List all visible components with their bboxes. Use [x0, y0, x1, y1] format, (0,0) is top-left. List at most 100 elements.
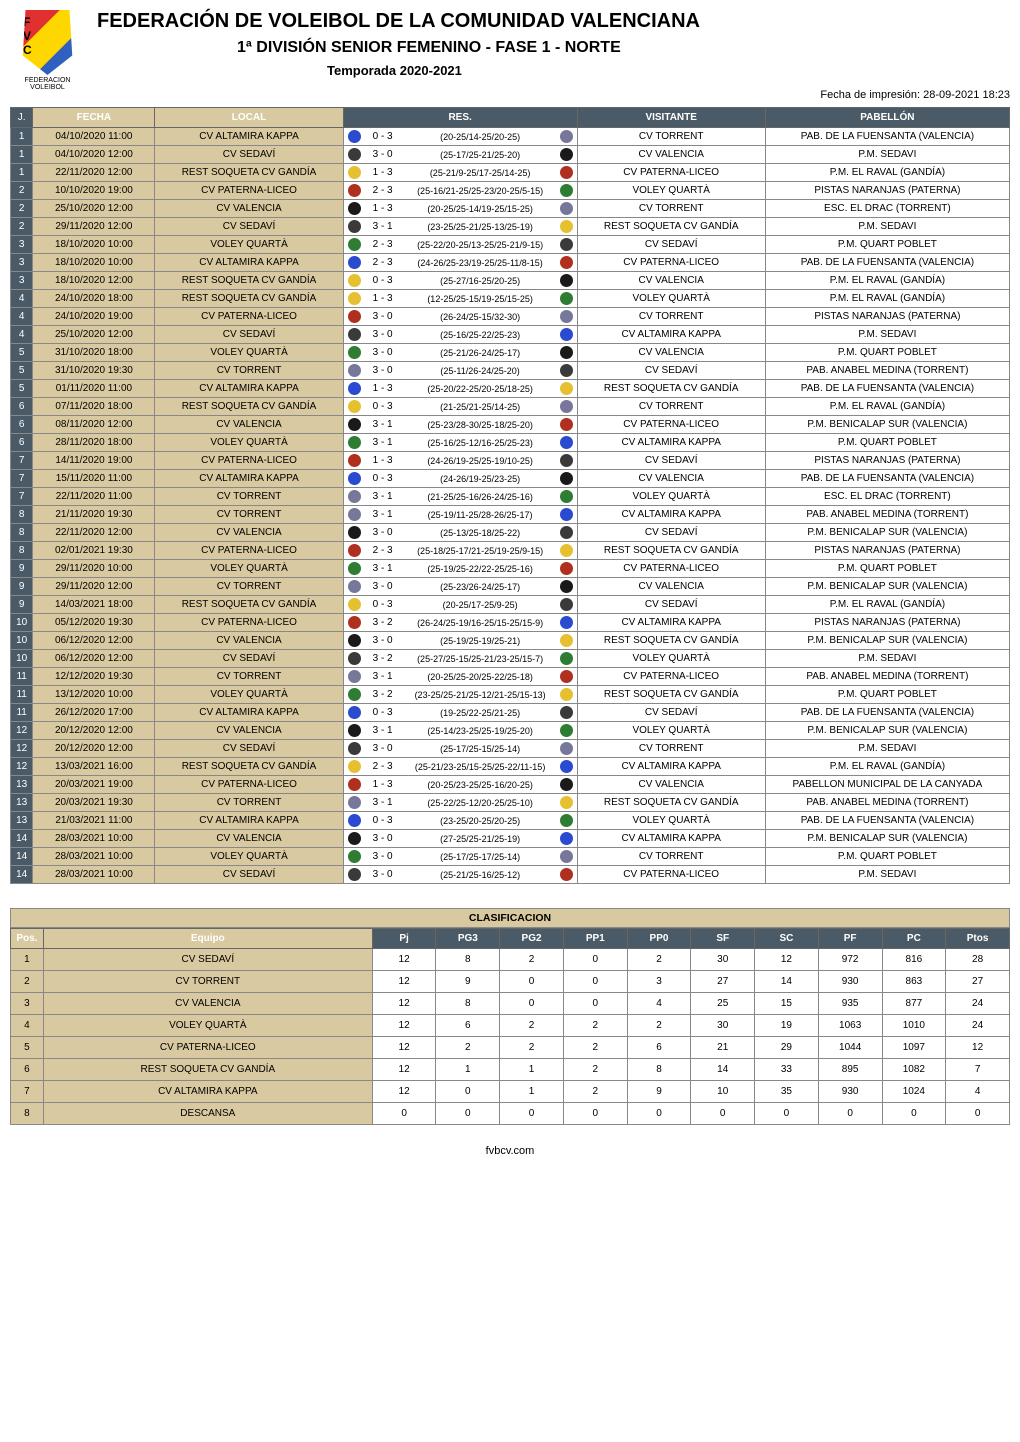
match-visit: CV TORRENT [577, 848, 765, 866]
match-j: 4 [11, 308, 33, 326]
clasif-pj: 12 [372, 1059, 436, 1081]
clasif-sf: 14 [691, 1059, 755, 1081]
match-res: 3 - 0(25-17/25-17/25-14) [343, 848, 577, 866]
match-pab: P.M. SEDAVI [765, 218, 1009, 236]
match-sets: (25-21/23-25/15-25/25-22/11-15) [405, 762, 556, 772]
local-team-icon [348, 472, 361, 485]
clasif-row: 4VOLEY QUARTÀ12622230191063101024 [11, 1015, 1010, 1037]
match-row: 318/10/2020 12:00REST SOQUETA CV GANDÍA0… [11, 272, 1010, 290]
local-team-icon [348, 130, 361, 143]
match-fecha: 20/03/2021 19:30 [33, 794, 155, 812]
col-visit-header: VISITANTE [577, 108, 765, 128]
match-j: 13 [11, 794, 33, 812]
match-local: CV ALTAMIRA KAPPA [155, 704, 343, 722]
clasif-pc: 816 [882, 949, 946, 971]
match-row: 318/10/2020 10:00VOLEY QUARTÀ2 - 3(25-22… [11, 236, 1010, 254]
match-sets: (25-22/25-12/20-25/25-10) [405, 798, 556, 808]
match-visit: CV PATERNA-LICEO [577, 560, 765, 578]
clasif-pc: 1024 [882, 1081, 946, 1103]
match-row: 802/01/2021 19:30CV PATERNA-LICEO2 - 3(2… [11, 542, 1010, 560]
visitor-team-icon [560, 724, 573, 737]
match-score: 0 - 3 [365, 401, 401, 412]
clasif-pf: 930 [818, 1081, 882, 1103]
match-j: 1 [11, 146, 33, 164]
match-fecha: 24/10/2020 19:00 [33, 308, 155, 326]
match-j: 6 [11, 416, 33, 434]
match-row: 531/10/2020 18:00VOLEY QUARTÀ3 - 0(25-21… [11, 344, 1010, 362]
col-pp0-header: PP0 [627, 929, 691, 949]
match-fecha: 15/11/2020 11:00 [33, 470, 155, 488]
match-fecha: 14/11/2020 19:00 [33, 452, 155, 470]
match-pab: P.M. QUART POBLET [765, 560, 1009, 578]
match-j: 4 [11, 290, 33, 308]
match-pab: PAB. ANABEL MEDINA (TORRENT) [765, 362, 1009, 380]
clasif-pj: 12 [372, 1081, 436, 1103]
match-res: 3 - 1(25-19/25-22/22-25/25-16) [343, 560, 577, 578]
match-pab: P.M. SEDAVI [765, 650, 1009, 668]
match-j: 14 [11, 866, 33, 884]
local-team-icon [348, 418, 361, 431]
match-row: 1320/03/2021 19:00CV PATERNA-LICEO1 - 3(… [11, 776, 1010, 794]
match-local: CV TORRENT [155, 362, 343, 380]
match-j: 3 [11, 254, 33, 272]
match-fecha: 20/03/2021 19:00 [33, 776, 155, 794]
clasif-pc: 0 [882, 1103, 946, 1125]
match-local: CV SEDAVÍ [155, 740, 343, 758]
match-sets: (20-25/17-25/9-25) [405, 600, 556, 610]
local-team-icon [348, 526, 361, 539]
match-row: 822/11/2020 12:00CV VALENCIA3 - 0(25-13/… [11, 524, 1010, 542]
federation-logo: FVC FEDERACION VOLEIBOL [10, 10, 85, 95]
clasif-pc: 863 [882, 971, 946, 993]
match-j: 5 [11, 362, 33, 380]
match-visit: CV PATERNA-LICEO [577, 254, 765, 272]
match-score: 3 - 0 [365, 329, 401, 340]
match-sets: (25-19/11-25/28-26/25-17) [405, 510, 556, 520]
match-score: 0 - 3 [365, 473, 401, 484]
col-pc-header: PC [882, 929, 946, 949]
match-local: CV TORRENT [155, 506, 343, 524]
match-local: REST SOQUETA CV GANDÍA [155, 758, 343, 776]
match-j: 9 [11, 596, 33, 614]
visitor-team-icon [560, 238, 573, 251]
match-local: REST SOQUETA CV GANDÍA [155, 596, 343, 614]
col-pf-header: PF [818, 929, 882, 949]
match-fecha: 06/12/2020 12:00 [33, 632, 155, 650]
match-score: 3 - 0 [365, 365, 401, 376]
match-sets: (25-21/9-25/17-25/14-25) [405, 168, 556, 178]
match-res: 3 - 1(20-25/25-20/25-22/25-18) [343, 668, 577, 686]
match-fecha: 22/11/2020 12:00 [33, 164, 155, 182]
match-sets: (25-16/25-22/25-23) [405, 330, 556, 340]
visitor-team-icon [560, 526, 573, 539]
match-res: 3 - 0(25-11/26-24/25-20) [343, 362, 577, 380]
clasif-equipo: VOLEY QUARTÀ [43, 1015, 372, 1037]
match-res: 3 - 0(25-21/25-16/25-12) [343, 866, 577, 884]
match-pab: P.M. EL RAVAL (GANDÍA) [765, 596, 1009, 614]
match-pab: ESC. EL DRAC (TORRENT) [765, 200, 1009, 218]
match-j: 13 [11, 776, 33, 794]
match-j: 2 [11, 182, 33, 200]
clasif-ptos: 4 [946, 1081, 1010, 1103]
match-visit: REST SOQUETA CV GANDÍA [577, 686, 765, 704]
clasif-pos: 1 [11, 949, 44, 971]
clasif-pp0: 2 [627, 1015, 691, 1037]
match-score: 3 - 0 [365, 743, 401, 754]
clasif-pos: 5 [11, 1037, 44, 1059]
match-sets: (26-24/25-15/32-30) [405, 312, 556, 322]
match-visit: CV TORRENT [577, 398, 765, 416]
match-sets: (19-25/22-25/21-25) [405, 708, 556, 718]
match-pab: PAB. DE LA FUENSANTA (VALENCIA) [765, 812, 1009, 830]
document-header: FVC FEDERACION VOLEIBOL FEDERACIÓN DE VO… [10, 10, 1010, 95]
match-res: 1 - 3(24-26/19-25/25-19/10-25) [343, 452, 577, 470]
match-fecha: 14/03/2021 18:00 [33, 596, 155, 614]
match-row: 821/11/2020 19:30CV TORRENT3 - 1(25-19/1… [11, 506, 1010, 524]
match-sets: (24-26/19-25/25-19/10-25) [405, 456, 556, 466]
match-score: 1 - 3 [365, 203, 401, 214]
visitor-team-icon [560, 490, 573, 503]
match-res: 3 - 1(23-25/25-21/25-13/25-19) [343, 218, 577, 236]
match-visit: CV VALENCIA [577, 344, 765, 362]
col-equipo-header: Equipo [43, 929, 372, 949]
col-pg3-header: PG3 [436, 929, 500, 949]
clasif-pp1: 2 [563, 1081, 627, 1103]
clasif-pp0: 2 [627, 949, 691, 971]
local-team-icon [348, 454, 361, 467]
